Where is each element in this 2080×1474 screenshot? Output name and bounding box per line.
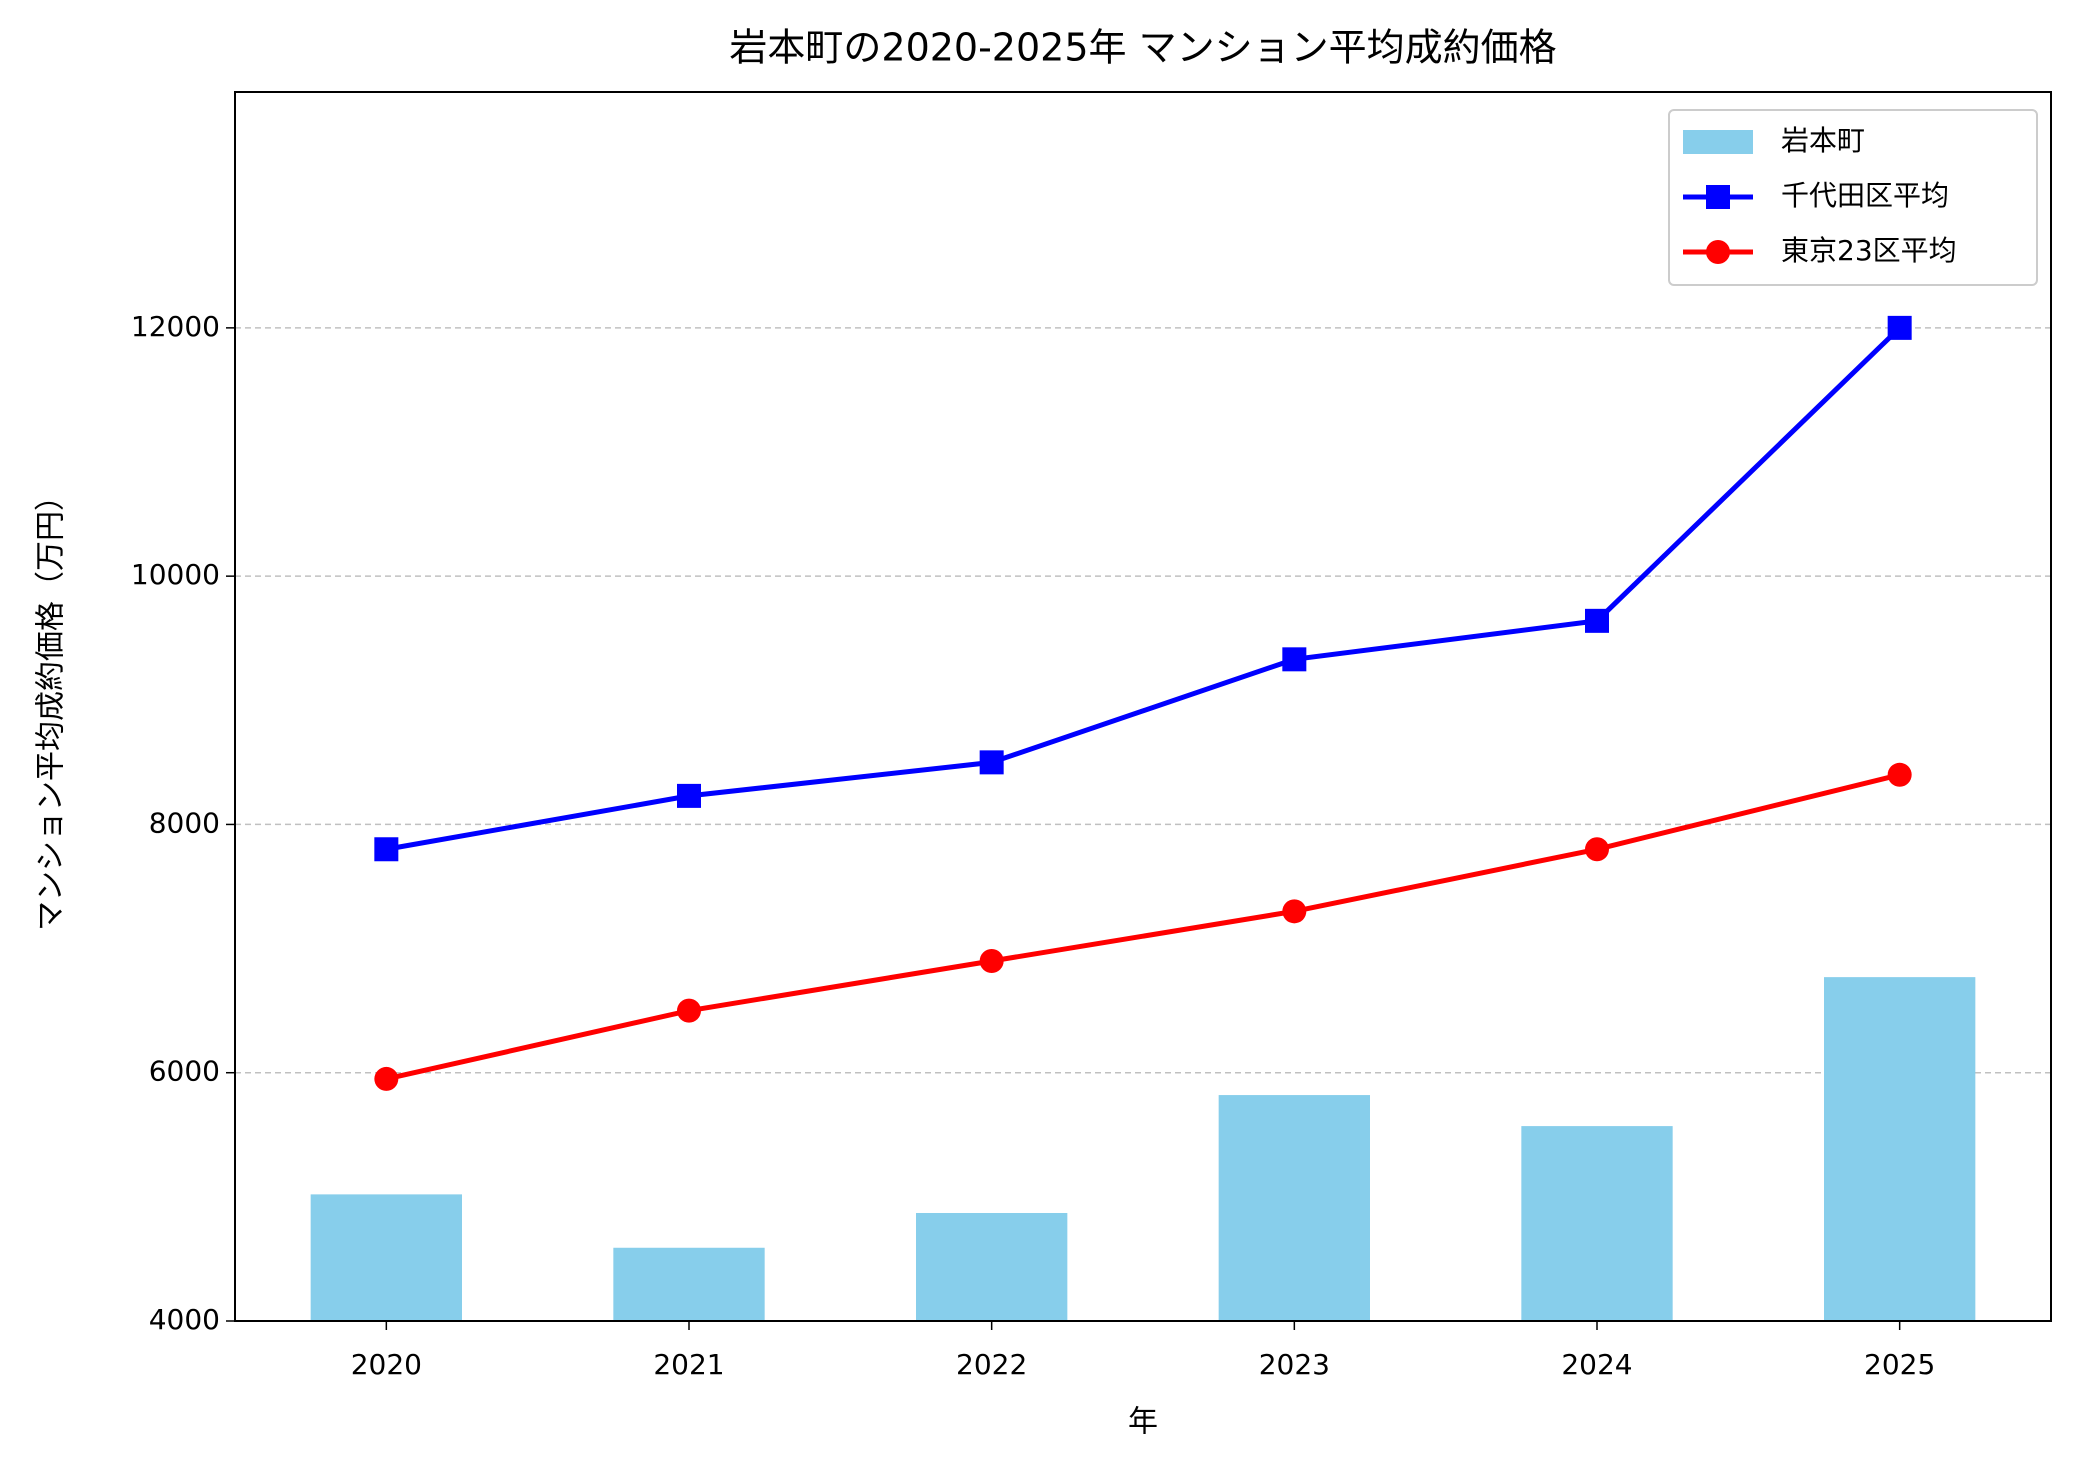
marker xyxy=(1282,899,1307,924)
legend-swatch xyxy=(1683,130,1753,154)
x-tick-label: 2025 xyxy=(1864,1348,1935,1381)
y-tick-label: 10000 xyxy=(131,558,220,591)
marker xyxy=(1585,837,1609,862)
bar xyxy=(916,1212,1068,1321)
line xyxy=(385,772,1901,1082)
legend-label: 岩本町 xyxy=(1781,124,1865,157)
bar xyxy=(1824,977,1976,1321)
line xyxy=(385,326,1902,852)
marker xyxy=(1887,762,1912,787)
y-tick-label: 8000 xyxy=(149,806,220,839)
chart-title: 岩本町の2020-2025年 マンション平均成約価格 xyxy=(729,26,1556,70)
x-tick-label: 2021 xyxy=(653,1348,724,1381)
marker xyxy=(1282,647,1307,672)
x-tick-label: 2024 xyxy=(1561,1348,1632,1381)
marker xyxy=(677,783,701,808)
marker xyxy=(1585,608,1609,633)
y-axis-label: マンション平均成約価格（万円） xyxy=(34,481,69,931)
marker xyxy=(979,948,1004,973)
legend-label: 千代田区平均 xyxy=(1781,179,1949,212)
marker xyxy=(979,750,1004,775)
legend-label: 東京23区平均 xyxy=(1781,234,1957,267)
marker xyxy=(374,837,399,862)
bar xyxy=(613,1247,765,1321)
marker xyxy=(1706,240,1730,264)
y-tick-label: 12000 xyxy=(131,310,220,343)
marker xyxy=(374,1066,399,1091)
legend-box xyxy=(1668,109,2038,286)
y-tick-label: 4000 xyxy=(149,1303,220,1336)
bar xyxy=(1218,1095,1370,1321)
x-tick-label: 2023 xyxy=(1259,1348,1330,1381)
plot-frame xyxy=(234,91,2052,1322)
marker xyxy=(1706,185,1730,209)
x-tick-label: 2020 xyxy=(351,1348,422,1381)
marker xyxy=(677,998,701,1023)
y-tick-label: 6000 xyxy=(149,1055,220,1088)
bar xyxy=(310,1194,462,1321)
x-tick-label: 2022 xyxy=(956,1348,1027,1381)
marker xyxy=(1887,315,1912,340)
x-axis-label: 年 xyxy=(1128,1405,1158,1440)
bar xyxy=(1521,1126,1673,1321)
